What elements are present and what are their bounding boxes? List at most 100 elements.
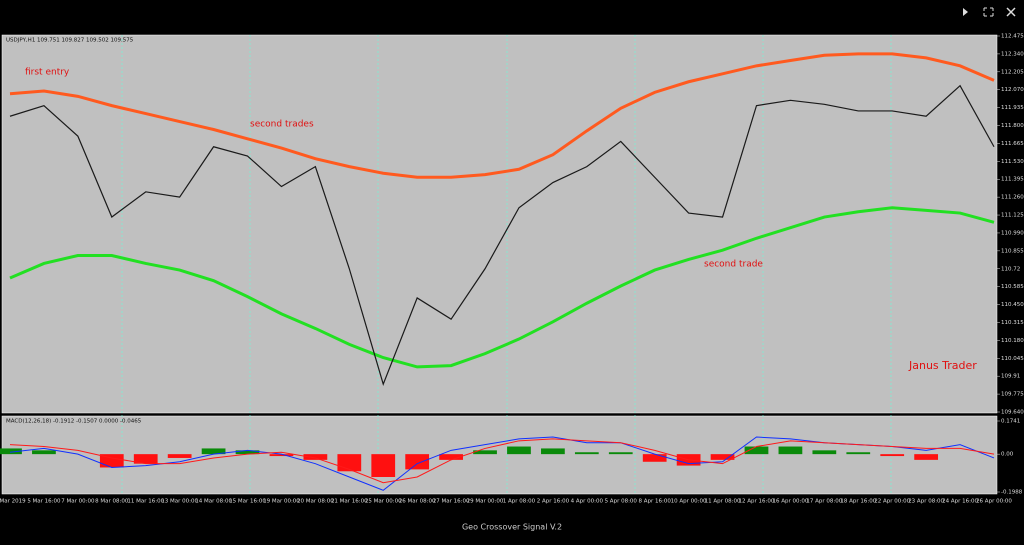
y-tick-label: 110.72	[1001, 266, 1020, 272]
series-line	[9, 84, 995, 386]
histogram-bar	[32, 450, 56, 455]
histogram-bar	[371, 454, 396, 477]
x-tick-label: 14 Mar 08:00	[195, 499, 232, 505]
y-tick-label: 110.585	[1001, 284, 1024, 290]
x-tick-label: 21 Mar 16:00	[331, 499, 368, 505]
histogram-bar	[880, 454, 905, 457]
y-tick-label: 112.475	[1001, 34, 1024, 40]
histogram-bar	[846, 452, 871, 455]
x-tick-label: 22 Apr 00:00	[874, 499, 910, 505]
y-tick-label: 0.00	[1001, 452, 1014, 458]
y-tick-label: -0.1988	[1001, 490, 1023, 496]
x-tick-label: 26 Mar 08:00	[399, 499, 436, 505]
y-tick-label: 112.070	[1001, 87, 1024, 93]
x-tick-label: 1 Apr 08:00	[503, 499, 536, 505]
x-tick-label: 15 Mar 16:00	[229, 499, 266, 505]
y-tick-label: 112.205	[1001, 69, 1024, 75]
x-tick-label: 8 Mar 08:00	[95, 499, 129, 505]
x-tick-label: 27 Mar 16:00	[433, 499, 470, 505]
series-line	[9, 52, 995, 179]
session-separators	[121, 35, 892, 494]
annotation: Janus Trader	[908, 359, 977, 372]
y-tick-label: 111.665	[1001, 141, 1024, 147]
x-tick-label: 20 Mar 08:00	[297, 499, 334, 505]
histogram-bar	[439, 454, 463, 460]
x-tick-label: 13 Mar 00:00	[161, 499, 198, 505]
annotation: first entry	[25, 68, 70, 78]
y-tick-label: 0.1741	[1001, 419, 1020, 425]
x-tick-label: 29 Mar 00:00	[467, 499, 504, 505]
chart-header: USDJPY,H1 109.751 109.827 109.502 109.57…	[6, 38, 134, 44]
x-tick-label: 26 Apr 00:00	[976, 499, 1012, 505]
x-tick-label: 18 Apr 16:00	[840, 499, 876, 505]
x-tick-label: 24 Apr 16:00	[942, 499, 978, 505]
histogram-bar	[778, 446, 803, 455]
y-tick-label: 110.180	[1001, 338, 1024, 344]
y-tick-label: 111.530	[1001, 159, 1024, 165]
x-tick-label: 17 Apr 08:00	[806, 499, 842, 505]
x-tick-label: 2 Apr 16:00	[537, 499, 570, 505]
y-tick-label: 109.91	[1001, 374, 1020, 380]
y-tick-label: 111.935	[1001, 105, 1024, 111]
y-tick-label: 111.395	[1001, 177, 1024, 183]
x-tick-label: 23 Apr 08:00	[908, 499, 944, 505]
x-tick-label: 25 Mar 00:00	[365, 499, 402, 505]
y-tick-label: 110.990	[1001, 230, 1024, 236]
x-tick-label: 16 Apr 00:00	[772, 499, 808, 505]
play-button[interactable]	[963, 8, 968, 16]
x-tick-label: 7 Mar 00:00	[61, 499, 95, 505]
close-button[interactable]	[1006, 7, 1016, 17]
histogram-bar	[473, 450, 497, 455]
histogram-bar	[201, 448, 226, 455]
x-tick-label: 11 Mar 16:00	[127, 499, 164, 505]
histogram-bar	[710, 454, 735, 460]
toolbar	[963, 7, 1016, 17]
histogram-bar	[269, 454, 294, 457]
fullscreen-button[interactable]	[983, 7, 994, 17]
series-line	[9, 206, 995, 369]
y-tick-label: 109.640	[1001, 410, 1024, 416]
x-tick-label: 8 Apr 16:00	[639, 499, 672, 505]
histogram-bar	[642, 454, 667, 462]
y-tick-label: 110.450	[1001, 302, 1024, 308]
histogram-bar	[608, 452, 633, 455]
histogram-bar	[812, 450, 837, 455]
histogram-bar	[914, 454, 939, 460]
histogram-bar	[167, 454, 192, 458]
histogram-bar	[405, 454, 430, 470]
annotation: second trades	[250, 120, 314, 130]
histogram-bar	[235, 450, 260, 455]
histogram-bar	[133, 454, 158, 464]
histogram-bar	[541, 448, 565, 455]
x-tick-label: 11 Apr 08:00	[705, 499, 741, 505]
x-tick-label: 4 Mar 2019	[0, 499, 26, 505]
annotation: second trade	[704, 260, 763, 270]
y-tick-label: 111.125	[1001, 213, 1024, 219]
y-tick-label: 112.340	[1001, 51, 1024, 57]
histogram-bar	[507, 446, 531, 455]
y-tick-label: 110.855	[1001, 248, 1024, 254]
x-tick-label: 12 Apr 16:00	[739, 499, 775, 505]
series-line	[9, 438, 995, 484]
y-tick-label: 109.775	[1001, 392, 1024, 398]
main-pane	[1, 34, 998, 414]
x-tick-label: 5 Mar 16:00	[27, 499, 61, 505]
y-tick-label: 110.045	[1001, 356, 1024, 362]
macd-header: MACD(12,26,18) -0.1912 -0.1507 0.0000 -0…	[6, 419, 142, 425]
x-tick-label: 19 Mar 00:00	[263, 499, 300, 505]
histogram-bar	[574, 452, 599, 455]
x-tick-label: 10 Apr 00:00	[671, 499, 707, 505]
y-tick-label: 111.800	[1001, 123, 1024, 129]
histogram-bar	[99, 454, 124, 468]
caption: Geo Crossover Signal V.2	[462, 523, 562, 532]
y-tick-label: 111.260	[1001, 195, 1024, 201]
histogram-bar	[744, 446, 769, 455]
x-tick-label: 5 Apr 08:00	[605, 499, 638, 505]
histogram-bar	[0, 448, 22, 455]
histogram-bar	[303, 454, 328, 460]
y-tick-label: 110.315	[1001, 320, 1024, 326]
x-tick-label: 4 Apr 00:00	[571, 499, 604, 505]
histogram-bar	[337, 454, 362, 472]
